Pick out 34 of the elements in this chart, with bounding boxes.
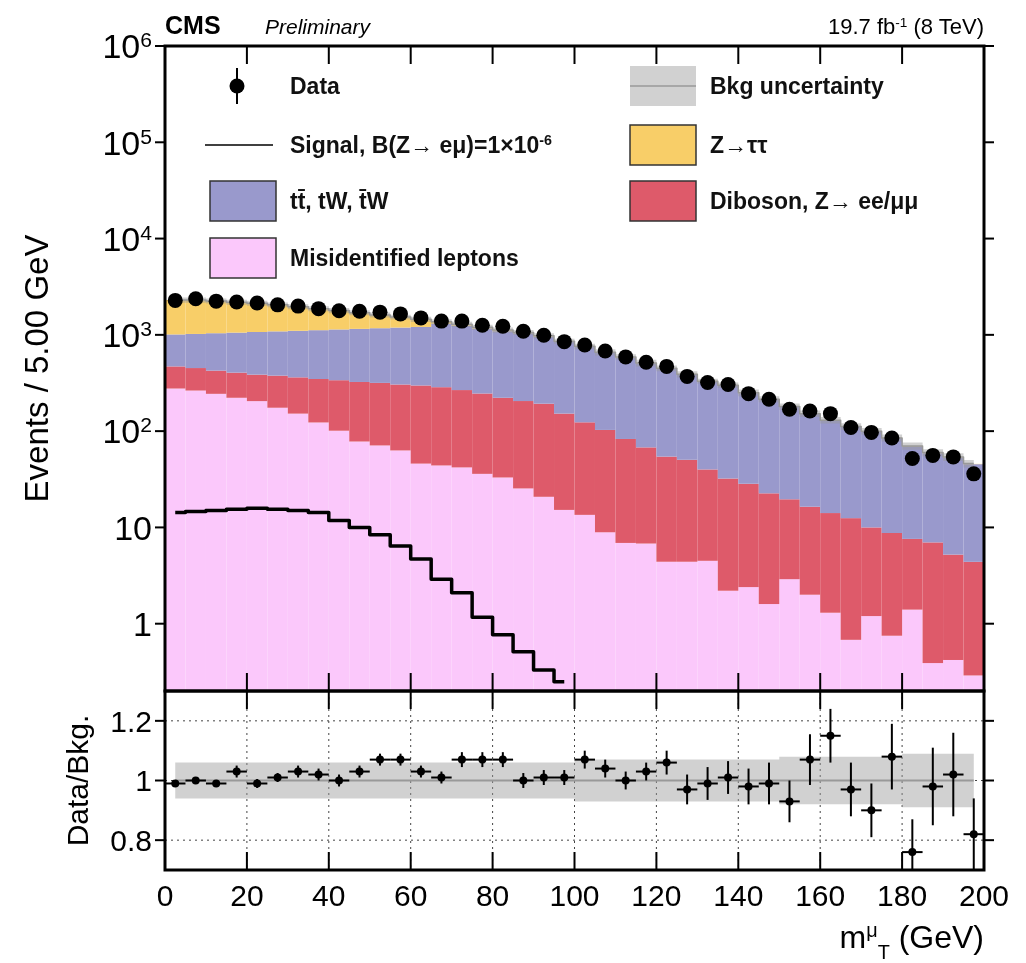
y-tick-label: 0.8 [110, 823, 152, 857]
y-tick-label: 10$^{4}$ [102, 219, 153, 258]
y-tick-label: 10$^{5}$ [102, 123, 152, 162]
x-tick-label: 120 [631, 879, 682, 912]
legend-label: Data [290, 73, 341, 99]
x-tick-label: 200 [958, 879, 1010, 912]
y-tick-label: 10 [114, 508, 152, 547]
y-axis-title: Data/Bkg. [61, 714, 94, 847]
legend-label: tt̄, tW, t̄W [290, 188, 389, 214]
x-tick-label: 60 [394, 879, 428, 912]
legend-label: Bkg uncertainty [710, 73, 885, 99]
x-tick-label: 160 [795, 879, 846, 912]
legend-label: Signal, B(Z→ eμ)=1×10$^{-6}$ [290, 132, 553, 158]
text: 19.7 fb$^{-1}$ (8 TeV) [827, 14, 984, 39]
y-tick-label: 1 [135, 764, 152, 798]
x-tick-label: 100 [549, 879, 600, 912]
x-axis-title: m$^{μ}$$_{T}$ (GeV) [839, 919, 984, 963]
chart-subtitle: Preliminary [265, 15, 372, 38]
y-tick-label: 10$^{2}$ [102, 412, 152, 451]
chart-title: CMS [165, 11, 221, 39]
x-tick-label: 20 [230, 879, 264, 912]
x-tick-label: 140 [713, 879, 764, 912]
y-axis-title: Events / 5.00 GeV [18, 234, 55, 503]
x-tick-label: 40 [312, 879, 346, 912]
y-tick-label: 10$^{3}$ [102, 316, 152, 355]
legend-label: Z→ττ [710, 132, 768, 158]
legend-label: Misidentified leptons [290, 245, 519, 271]
y-tick-label: 1.2 [110, 704, 152, 738]
y-tick-label: 10$^{6}$ [102, 27, 152, 66]
y-tick-label: 1 [133, 604, 152, 643]
x-tick-label: 0 [156, 879, 174, 912]
x-tick-label: 180 [877, 879, 928, 912]
legend-label: Diboson, Z→ ee/μμ [710, 188, 919, 214]
x-tick-label: 80 [475, 879, 510, 912]
